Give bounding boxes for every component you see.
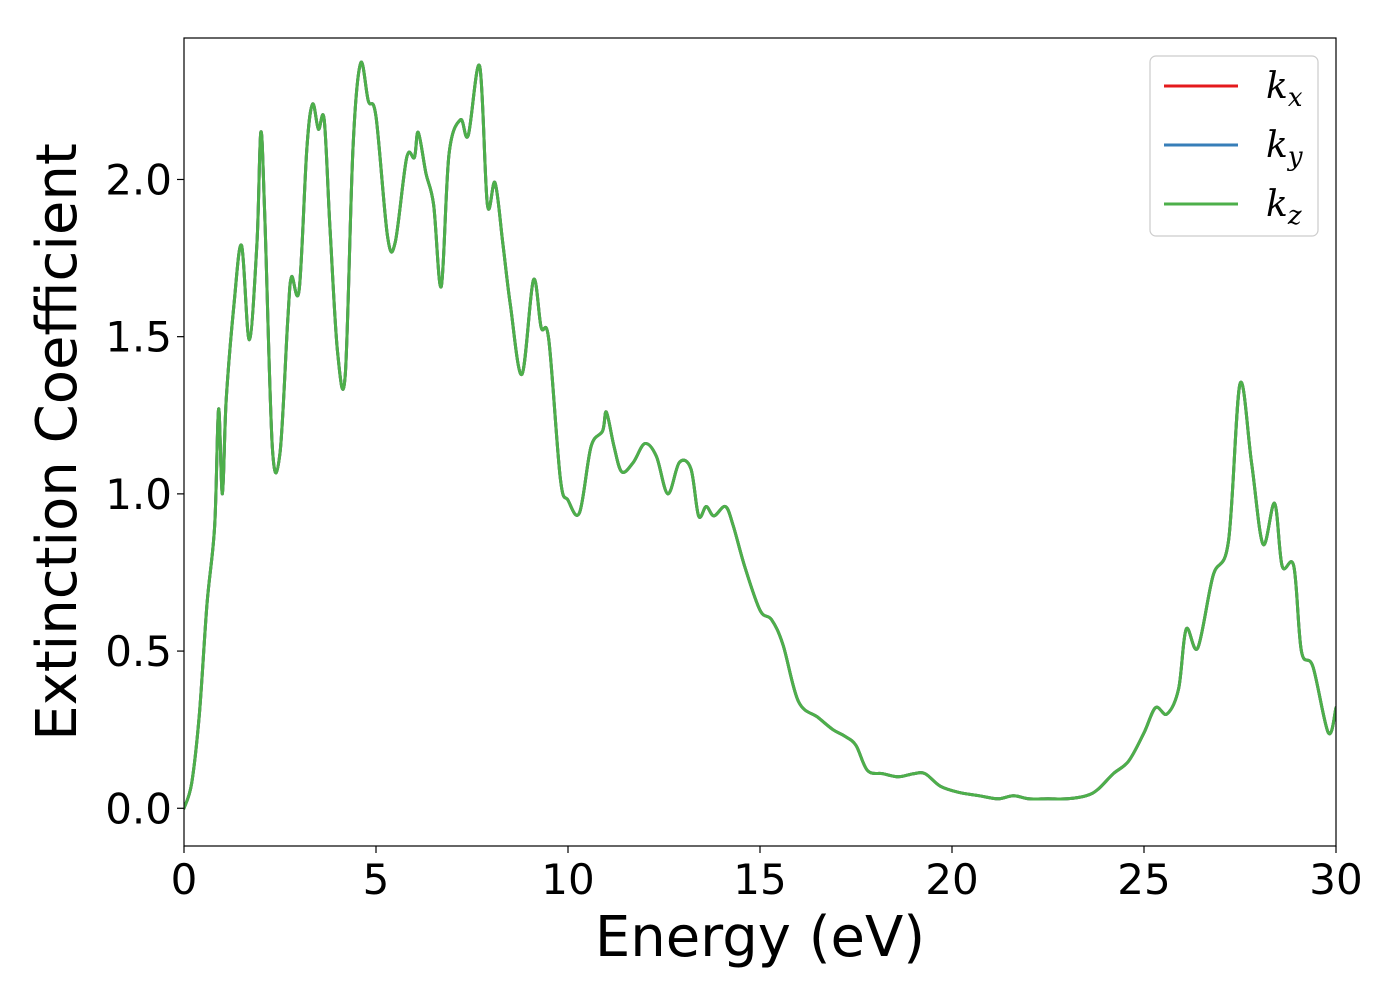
legend-label-subscript: z: [1287, 201, 1302, 231]
y-tick-label: 0.0: [105, 784, 172, 833]
x-axis-label: Energy (eV): [595, 905, 925, 970]
legend-label-subscript: y: [1287, 142, 1303, 172]
x-tick-label: 20: [925, 855, 978, 904]
x-tick-label: 5: [363, 855, 390, 904]
y-tick-label: 1.0: [105, 470, 172, 519]
y-tick-label: 1.5: [105, 313, 172, 362]
legend-label-ky: ky: [1266, 125, 1303, 172]
legend-label-main: k: [1266, 125, 1288, 166]
legend-label-kx: kx: [1266, 66, 1303, 113]
y-axis-ticks: 0.0 0.5 1.0 1.5 2.0: [105, 155, 184, 833]
y-tick-label: 0.5: [105, 627, 172, 676]
y-axis-label: Extinction Coefficient: [25, 143, 90, 741]
x-axis-ticks: 0 5 10 15 20 25 30: [171, 846, 1363, 904]
legend-label-kz: kz: [1266, 184, 1302, 231]
x-tick-label: 25: [1117, 855, 1170, 904]
series-layer: [184, 60, 1336, 810]
y-tick-label: 2.0: [105, 155, 172, 204]
legend-label-subscript: x: [1288, 83, 1303, 113]
x-tick-label: 10: [541, 855, 594, 904]
x-tick-label: 0: [171, 855, 198, 904]
legend-label-main: k: [1266, 66, 1288, 107]
series-line-kz: [184, 60, 1336, 810]
x-tick-label: 15: [733, 855, 786, 904]
x-tick-label: 30: [1309, 855, 1362, 904]
legend-label-main: k: [1266, 184, 1288, 225]
